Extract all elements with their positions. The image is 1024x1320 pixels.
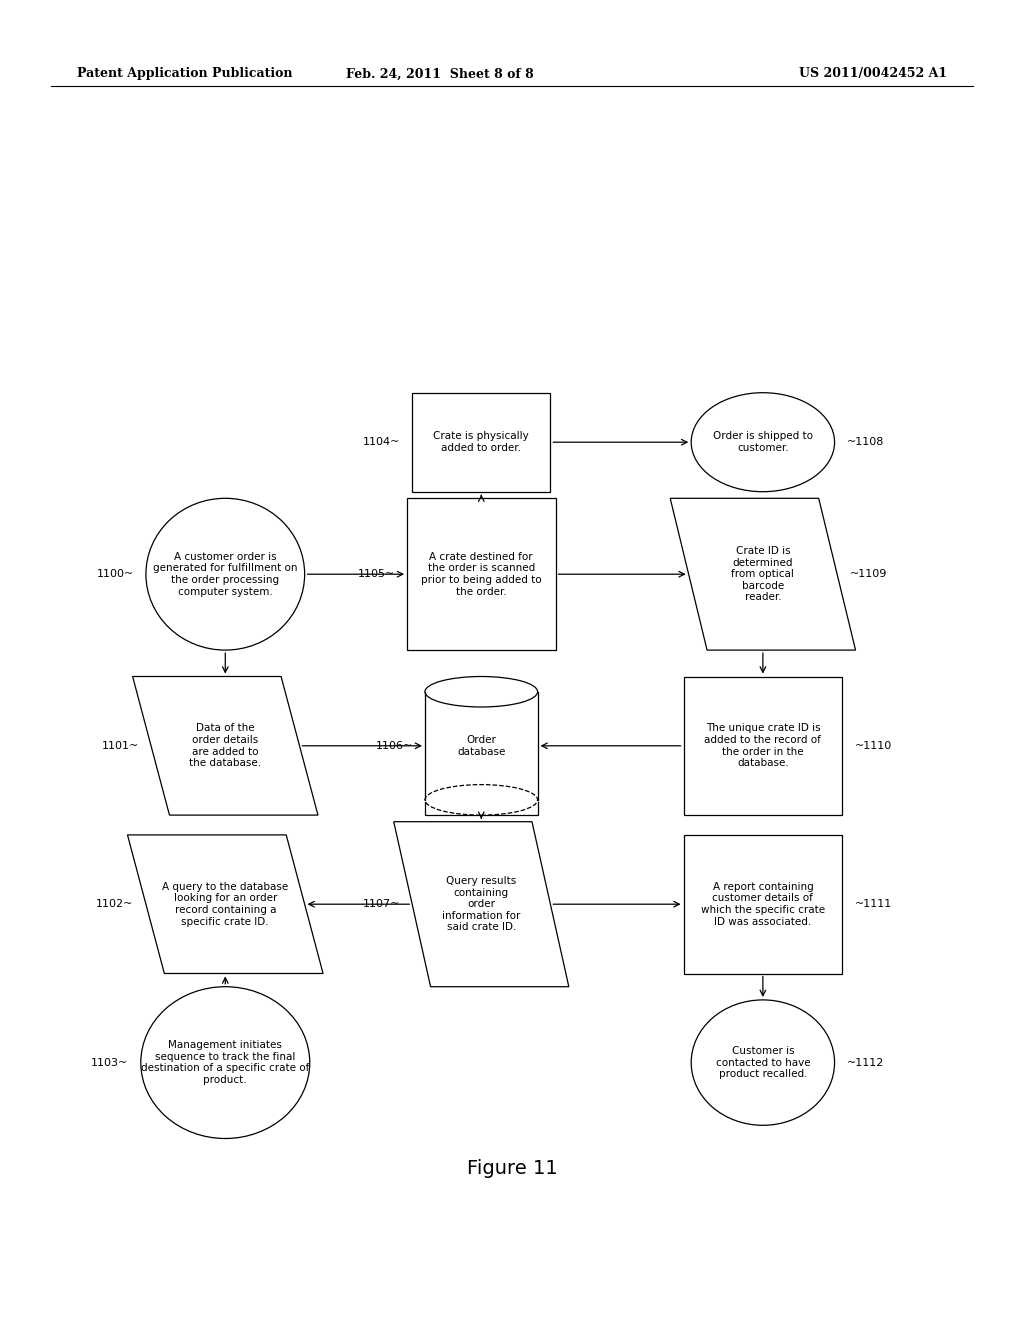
Text: The unique crate ID is
added to the record of
the order in the
database.: The unique crate ID is added to the reco… <box>705 723 821 768</box>
Text: Data of the
order details
are added to
the database.: Data of the order details are added to t… <box>189 723 261 768</box>
Ellipse shape <box>146 499 305 651</box>
Text: Crate ID is
determined
from optical
barcode
reader.: Crate ID is determined from optical barc… <box>731 546 795 602</box>
Text: A crate destined for
the order is scanned
prior to being added to
the order.: A crate destined for the order is scanne… <box>421 552 542 597</box>
Text: 1101~: 1101~ <box>101 741 139 751</box>
Bar <box>684 836 842 974</box>
Text: 1105~: 1105~ <box>357 569 394 579</box>
Text: Customer is
contacted to have
product recalled.: Customer is contacted to have product re… <box>716 1045 810 1080</box>
Text: ~1110: ~1110 <box>854 741 892 751</box>
Bar <box>412 393 551 491</box>
Text: ~1108: ~1108 <box>847 437 884 447</box>
Text: US 2011/0042452 A1: US 2011/0042452 A1 <box>799 67 947 81</box>
Polygon shape <box>670 499 856 651</box>
Ellipse shape <box>425 784 538 814</box>
Text: Feb. 24, 2011  Sheet 8 of 8: Feb. 24, 2011 Sheet 8 of 8 <box>346 67 535 81</box>
Text: Order is shipped to
customer.: Order is shipped to customer. <box>713 432 813 453</box>
Ellipse shape <box>425 676 538 708</box>
Ellipse shape <box>691 393 835 491</box>
Text: Query results
containing
order
information for
said crate ID.: Query results containing order informati… <box>442 876 520 932</box>
Text: 1104~: 1104~ <box>362 437 399 447</box>
Bar <box>425 692 538 814</box>
Ellipse shape <box>691 1001 835 1125</box>
Polygon shape <box>128 836 324 974</box>
Text: 1100~: 1100~ <box>96 569 133 579</box>
Text: A report containing
customer details of
which the specific crate
ID was associat: A report containing customer details of … <box>700 882 825 927</box>
Text: Figure 11: Figure 11 <box>467 1159 557 1177</box>
Text: A customer order is
generated for fulfillment on
the order processing
computer s: A customer order is generated for fulfil… <box>153 552 298 597</box>
Text: 1106~: 1106~ <box>376 741 413 751</box>
Text: Crate is physically
added to order.: Crate is physically added to order. <box>433 432 529 453</box>
Text: Management initiates
sequence to track the final
destination of a specific crate: Management initiates sequence to track t… <box>141 1040 309 1085</box>
Text: A query to the database
looking for an order
record containing a
specific crate : A query to the database looking for an o… <box>162 882 289 927</box>
Bar <box>407 499 555 651</box>
Text: 1107~: 1107~ <box>362 899 399 909</box>
Text: 1103~: 1103~ <box>91 1057 129 1068</box>
Polygon shape <box>133 676 317 814</box>
Text: ~1111: ~1111 <box>854 899 892 909</box>
Ellipse shape <box>141 987 309 1138</box>
Bar <box>684 676 842 814</box>
Text: 1102~: 1102~ <box>96 899 133 909</box>
Text: ~1112: ~1112 <box>847 1057 884 1068</box>
Text: Patent Application Publication: Patent Application Publication <box>77 67 292 81</box>
Text: Order
database: Order database <box>457 735 506 756</box>
Text: ~1109: ~1109 <box>850 569 887 579</box>
Polygon shape <box>393 821 569 987</box>
